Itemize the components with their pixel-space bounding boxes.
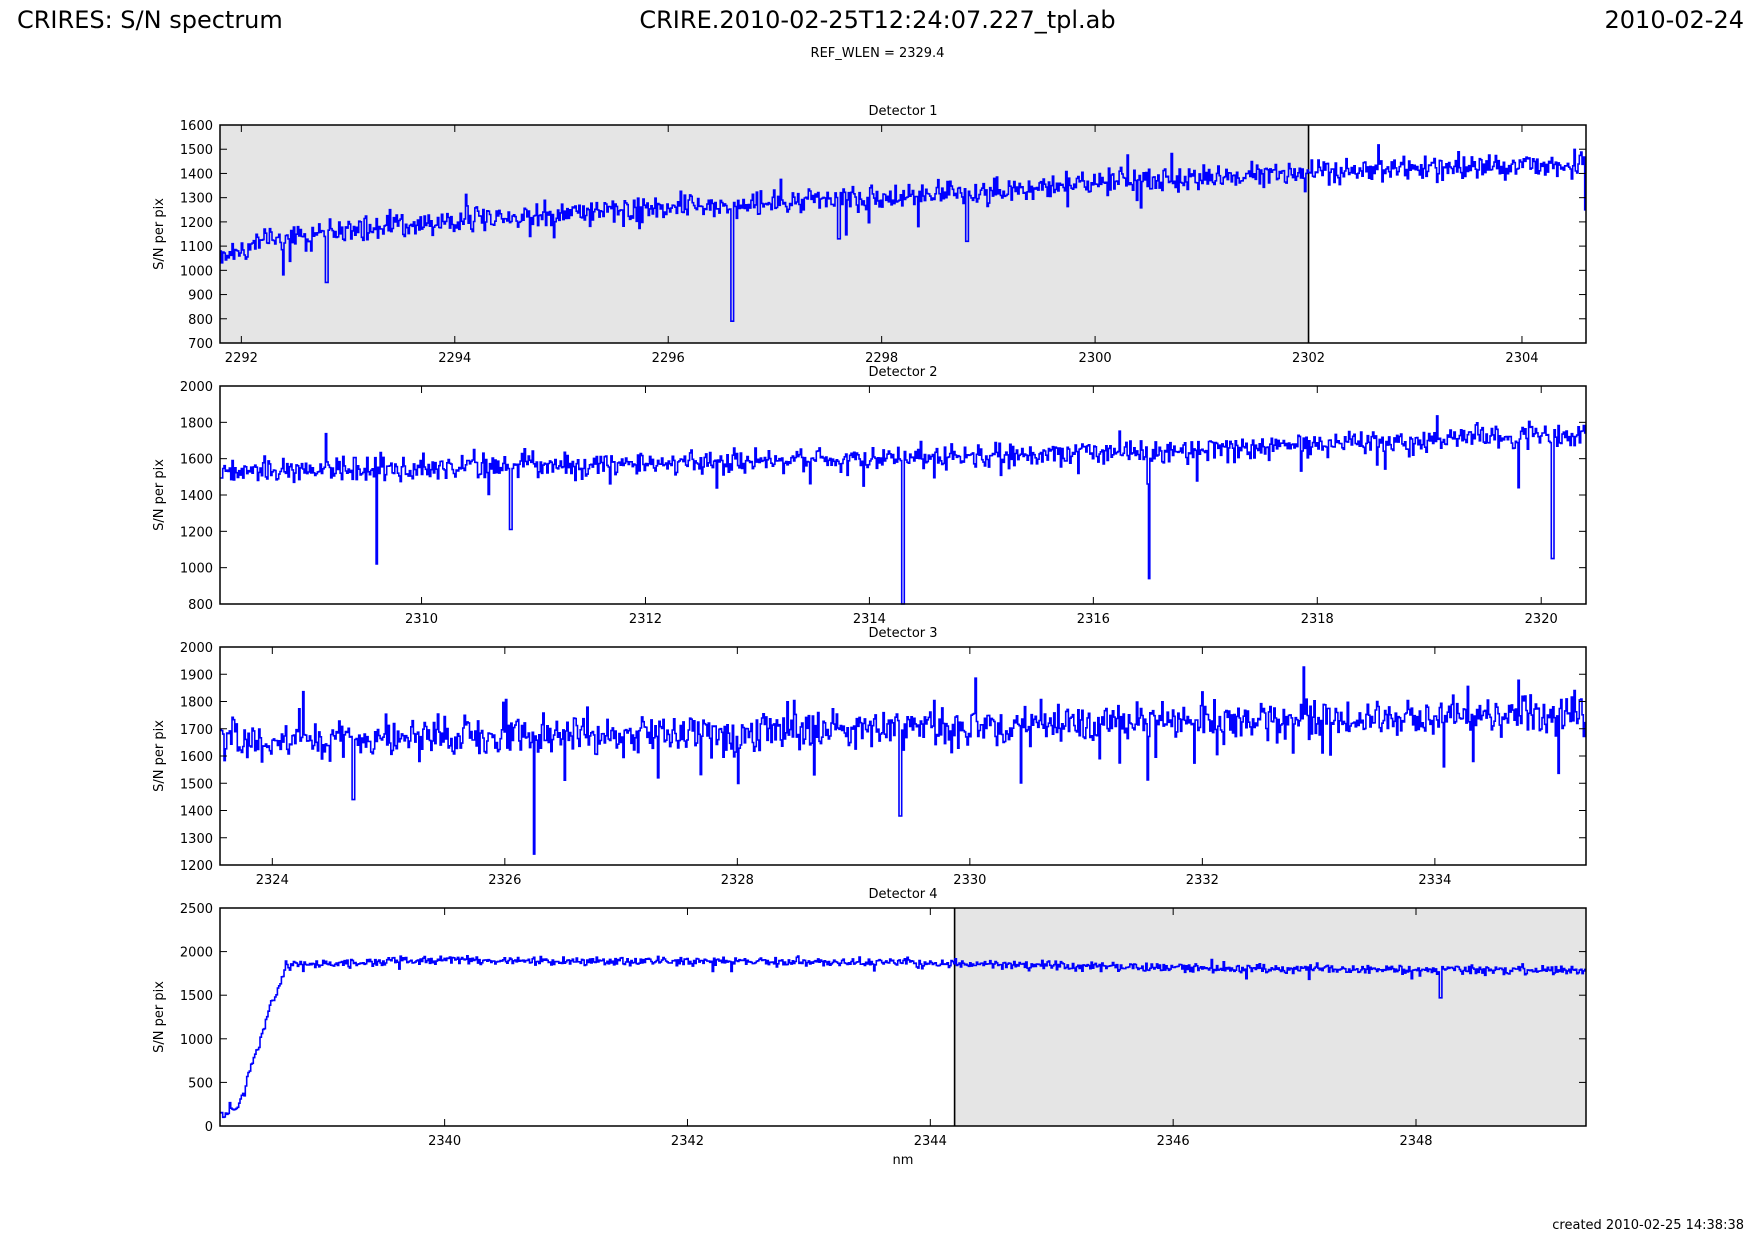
y-tick-label: 1200 — [180, 859, 213, 874]
y-tick-label: 1600 — [180, 750, 213, 765]
x-tick-label: 2326 — [488, 873, 521, 888]
x-tick-label: 2302 — [1292, 351, 1325, 366]
series-line — [220, 955, 1586, 1119]
y-axis-label: S/N per pix — [152, 198, 167, 270]
x-tick-label: 2294 — [438, 351, 471, 366]
y-tick-label: 1600 — [180, 453, 213, 468]
panel-title: Detector 1 — [868, 104, 937, 119]
y-tick-label: 1200 — [180, 525, 213, 540]
y-tick-label: 1400 — [180, 489, 213, 504]
x-tick-label: 2314 — [853, 612, 886, 627]
y-tick-label: 800 — [188, 598, 213, 613]
plot-frame — [219, 907, 1587, 1127]
panel-title: Detector 4 — [868, 887, 937, 902]
y-tick-label: 1000 — [180, 1033, 213, 1048]
x-axis-label: nm — [893, 1153, 914, 1168]
plot-frame — [219, 646, 1587, 866]
y-tick-label: 2500 — [180, 902, 213, 917]
y-tick-label: 0 — [205, 1120, 213, 1135]
x-tick-label: 2292 — [225, 351, 258, 366]
plot-frame — [219, 124, 1587, 344]
x-tick-label: 2312 — [629, 612, 662, 627]
y-tick-label: 900 — [188, 289, 213, 304]
y-tick-label: 500 — [188, 1076, 213, 1091]
x-tick-label: 2316 — [1077, 612, 1110, 627]
panel-title: Detector 3 — [868, 626, 937, 641]
y-tick-label: 1000 — [180, 264, 213, 279]
center-title: CRIRE.2010-02-25T12:24:07.227_tpl.ab — [639, 6, 1116, 34]
y-tick-label: 1200 — [180, 216, 213, 231]
y-tick-label: 1500 — [180, 989, 213, 1004]
x-tick-label: 2300 — [1079, 351, 1112, 366]
created-timestamp: created 2010-02-25 14:38:38 — [1552, 1218, 1744, 1233]
series-line — [220, 415, 1586, 605]
x-tick-label: 2310 — [405, 612, 438, 627]
x-tick-label: 2298 — [865, 351, 898, 366]
y-tick-label: 1400 — [180, 167, 213, 182]
x-tick-label: 2342 — [671, 1134, 704, 1149]
y-tick-label: 1100 — [180, 240, 213, 255]
y-tick-label: 1800 — [180, 416, 213, 431]
y-tick-label: 1900 — [180, 668, 213, 683]
y-axis-label: S/N per pix — [152, 981, 167, 1053]
x-tick-label: 2318 — [1301, 612, 1334, 627]
y-tick-label: 1300 — [180, 832, 213, 847]
x-tick-label: 2332 — [1186, 873, 1219, 888]
subtitle: REF_WLEN = 2329.4 — [810, 46, 945, 61]
chart-detector-3: 2324 2326 2328 2330 2332 2334 1200 1300 1400 1500… — [152, 626, 1587, 888]
plot-frame — [219, 385, 1587, 605]
y-tick-label: 1700 — [180, 723, 213, 738]
x-tick-label: 2328 — [721, 873, 754, 888]
y-tick-label: 1400 — [180, 805, 213, 820]
y-tick-label: 1600 — [180, 119, 213, 134]
chart-detector-2: 2310 2312 2314 2316 2318 2320 800 1000 1200 1400 1… — [152, 365, 1587, 627]
y-tick-label: 2000 — [180, 380, 213, 395]
y-tick-label: 700 — [188, 337, 213, 352]
x-tick-label: 2348 — [1399, 1134, 1432, 1149]
y-tick-label: 800 — [188, 313, 213, 328]
y-tick-label: 1500 — [180, 777, 213, 792]
y-tick-label: 1800 — [180, 696, 213, 711]
y-axis-label: S/N per pix — [152, 459, 167, 531]
y-tick-label: 1300 — [180, 192, 213, 207]
x-tick-label: 2296 — [652, 351, 685, 366]
x-tick-label: 2334 — [1418, 873, 1451, 888]
right-date: 2010-02-24 — [1604, 6, 1744, 34]
x-tick-label: 2340 — [428, 1134, 461, 1149]
x-tick-label: 2344 — [914, 1134, 947, 1149]
left-title: CRIRES: S/N spectrum — [17, 6, 283, 34]
y-tick-label: 1500 — [180, 143, 213, 158]
x-tick-label: 2304 — [1505, 351, 1538, 366]
x-tick-label: 2324 — [256, 873, 289, 888]
chart-detector-4: 2340 2342 2344 2346 2348 0 500 1000 1500 2000 2500… — [152, 887, 1587, 1168]
chart-detector-1: 2292 2294 2296 2298 2300 2302 2304 700 800 900 100… — [152, 104, 1587, 366]
shaded-region — [954, 908, 1586, 1126]
y-tick-label: 1000 — [180, 562, 213, 577]
y-axis-label: S/N per pix — [152, 720, 167, 792]
panel-title: Detector 2 — [868, 365, 937, 380]
x-tick-label: 2330 — [953, 873, 986, 888]
y-tick-label: 2000 — [180, 641, 213, 656]
series-line — [220, 144, 1586, 322]
x-tick-label: 2346 — [1157, 1134, 1190, 1149]
x-tick-label: 2320 — [1525, 612, 1558, 627]
series-line — [220, 666, 1586, 855]
y-tick-label: 2000 — [180, 946, 213, 961]
